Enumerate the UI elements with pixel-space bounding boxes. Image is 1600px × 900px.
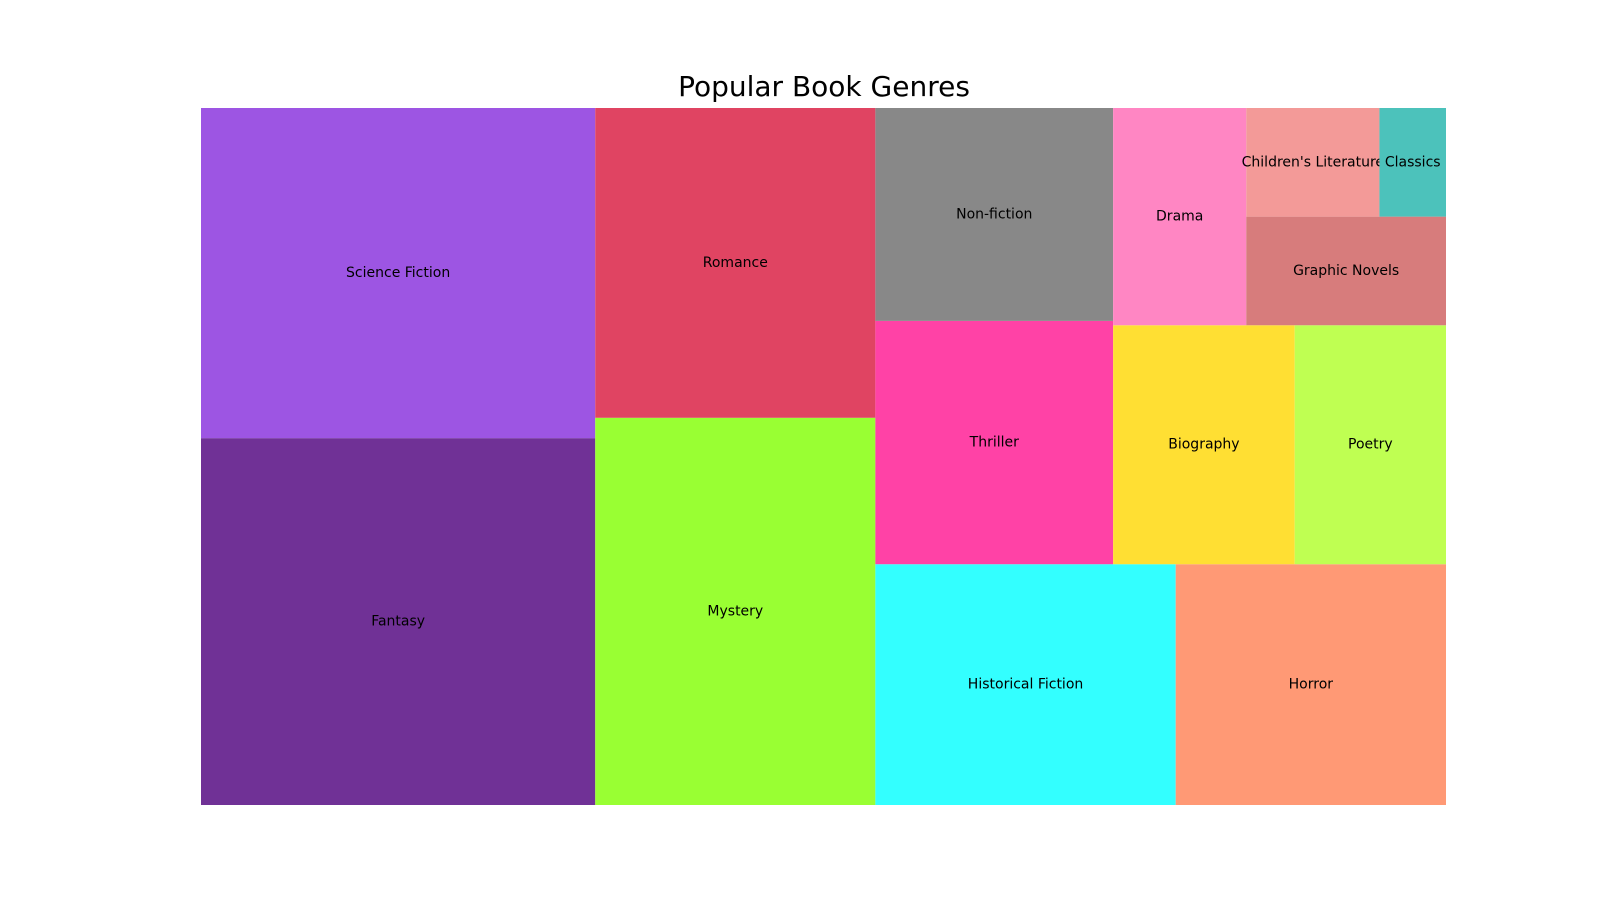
treemap-tile-poetry: Poetry bbox=[1294, 325, 1446, 565]
treemap-rect-thriller bbox=[875, 320, 1114, 565]
treemap-rect-science-fiction bbox=[201, 108, 596, 439]
treemap-label-mystery: Mystery bbox=[707, 603, 763, 619]
treemap-rect-mystery bbox=[595, 417, 876, 805]
treemap-tile-thriller: Thriller bbox=[875, 320, 1114, 565]
treemap-rect-non-fiction bbox=[875, 108, 1114, 321]
treemap-tile-historical-fiction: Historical Fiction bbox=[875, 564, 1176, 805]
treemap-label-non-fiction: Non-fiction bbox=[956, 206, 1032, 222]
treemap-label-horror: Horror bbox=[1289, 677, 1334, 693]
treemap-tile-drama: Drama bbox=[1113, 108, 1247, 326]
treemap-rect-romance bbox=[595, 108, 876, 418]
treemap-tile-romance: Romance bbox=[595, 108, 876, 418]
treemap-rect-historical-fiction bbox=[875, 564, 1176, 805]
treemap-label-drama: Drama bbox=[1156, 209, 1203, 225]
treemap-label-science-fiction: Science Fiction bbox=[346, 265, 450, 281]
treemap-rect-poetry bbox=[1294, 325, 1446, 565]
treemap-tile-mystery: Mystery bbox=[595, 417, 876, 805]
treemap-tile-non-fiction: Non-fiction bbox=[875, 108, 1114, 321]
treemap-tile-horror: Horror bbox=[1175, 564, 1446, 805]
treemap-label-children-s-literature: Children's Literature bbox=[1242, 154, 1384, 170]
treemap-tile-biography: Biography bbox=[1113, 325, 1295, 565]
treemap-label-biography: Biography bbox=[1168, 437, 1239, 453]
treemap-tile-graphic-novels: Graphic Novels bbox=[1246, 216, 1446, 326]
treemap-rect-graphic-novels bbox=[1246, 216, 1446, 326]
treemap-rect-drama bbox=[1113, 108, 1247, 326]
treemap-label-poetry: Poetry bbox=[1348, 437, 1393, 453]
treemap-tile-fantasy: Fantasy bbox=[201, 438, 596, 805]
treemap-tile-science-fiction: Science Fiction bbox=[201, 108, 596, 439]
treemap-label-graphic-novels: Graphic Novels bbox=[1293, 263, 1399, 279]
chart-title: Popular Book Genres bbox=[678, 70, 970, 103]
treemap-label-classics: Classics bbox=[1385, 154, 1441, 170]
treemap-rect-fantasy bbox=[201, 438, 596, 805]
treemap-rect-classics bbox=[1379, 108, 1446, 217]
treemap-rect-horror bbox=[1175, 564, 1446, 805]
treemap-tile-classics: Classics bbox=[1379, 108, 1446, 217]
treemap-label-thriller: Thriller bbox=[969, 435, 1019, 451]
treemap-rect-children-s-literature bbox=[1246, 108, 1380, 217]
treemap-rect-biography bbox=[1113, 325, 1295, 565]
treemap-label-romance: Romance bbox=[703, 255, 768, 271]
treemap-label-fantasy: Fantasy bbox=[371, 614, 425, 630]
treemap-label-historical-fiction: Historical Fiction bbox=[968, 677, 1083, 693]
treemap-tile-children-s-literature: Children's Literature bbox=[1242, 108, 1384, 217]
treemap-tiles: Fantasy Science Fiction Mystery Romance Hist… bbox=[201, 108, 1446, 805]
